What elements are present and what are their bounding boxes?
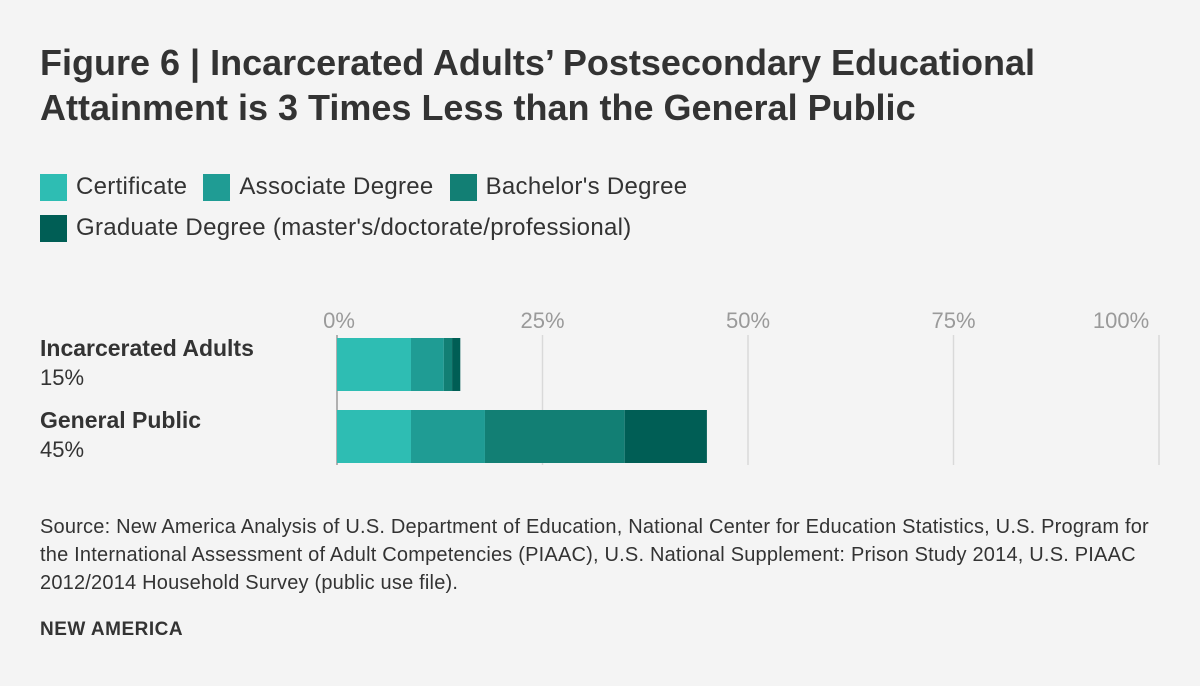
legend-row: Certificate Associate Degree Bachelor's De… (40, 172, 1160, 202)
legend-item: Bachelor's Degree (449, 173, 688, 201)
legend-row: Graduate Degree (master's/doctorate/prof… (40, 213, 1160, 243)
x-tick-label: 75% (931, 308, 975, 333)
category-label: Incarcerated Adults (40, 335, 254, 361)
bar-segment (484, 410, 625, 463)
x-tick-label: 0% (323, 308, 355, 333)
category-total-label: 45% (40, 437, 84, 462)
legend-item: Certificate (40, 173, 187, 201)
chart-title: Figure 6 | Incarcerated Adults’ Postseco… (40, 42, 1036, 128)
source-note: Source: New America Analysis of U.S. Dep… (40, 516, 1149, 594)
brand-logo-text: NEW AMERICA (40, 619, 184, 640)
x-tick-label: 25% (520, 308, 564, 333)
stacked-bar-chart: 0% 25% 50% 75% 100% Incarcerated Adults 15% Gen… (40, 308, 1160, 465)
legend-item: Graduate Degree (master's/doctorate/prof… (40, 214, 632, 242)
legend-label: Certificate (76, 173, 188, 200)
legend-swatch (203, 173, 231, 201)
bar-segment (624, 410, 707, 463)
legend-label: Associate Degree (239, 173, 434, 200)
legend-label: Graduate Degree (master's/doctorate/prof… (76, 214, 632, 241)
bar-segment (410, 410, 485, 463)
legend-item: Associate Degree (203, 173, 433, 201)
legend-label: Bachelor's Degree (485, 173, 688, 200)
x-tick-label: 50% (726, 308, 770, 333)
bar-segment (337, 410, 411, 463)
bar-segment (410, 338, 444, 391)
bar-segment (337, 338, 411, 391)
legend: Certificate Associate Degree Bachelor's De… (40, 172, 1160, 254)
legend-swatch (449, 173, 477, 201)
bar-segment (452, 338, 461, 391)
legend-swatch (40, 173, 67, 201)
bar-segment (443, 338, 453, 391)
category-total-label: 15% (40, 365, 84, 390)
x-tick-label: 100% (1093, 308, 1149, 333)
legend-swatch (40, 214, 67, 242)
category-label: General Public (40, 407, 201, 433)
